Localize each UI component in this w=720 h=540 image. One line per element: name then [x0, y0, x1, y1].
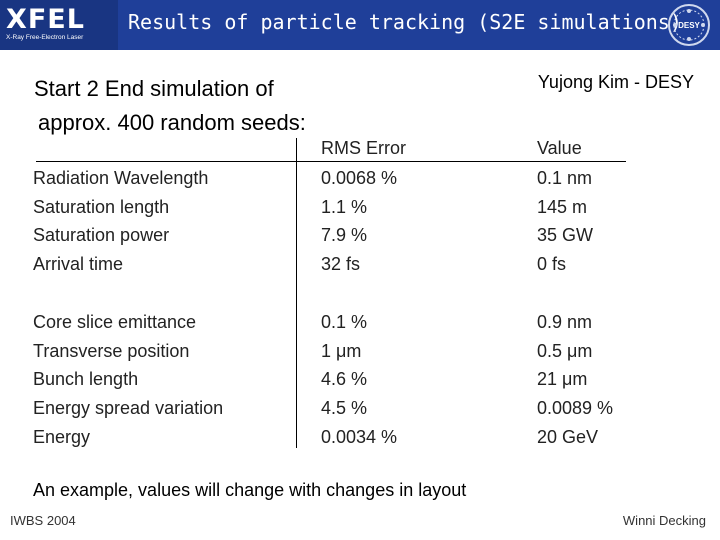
row-value: 145 m — [537, 197, 588, 217]
table-row: Radiation Wavelength 0.0068 % 0.1 nm — [33, 168, 633, 196]
header-bar: XFEL X-Ray Free-Electron Laser Results o… — [0, 0, 720, 50]
row-rms-error: 0.0068 % — [321, 168, 398, 188]
row-value: 35 GW — [537, 225, 594, 245]
table-header-divider — [36, 161, 626, 162]
row-parameter: Arrival time — [33, 254, 124, 274]
row-rms-error: 0.0034 % — [321, 427, 398, 447]
row-parameter: Energy spread variation — [33, 398, 224, 418]
row-parameter: Energy — [33, 427, 91, 447]
xfel-logo-subtitle: X-Ray Free-Electron Laser — [6, 34, 84, 41]
row-parameter: Bunch length — [33, 369, 139, 389]
row-parameter: Core slice emittance — [33, 312, 197, 332]
author-label: Yujong Kim - DESY — [537, 72, 694, 92]
xfel-logo: XFEL X-Ray Free-Electron Laser — [0, 0, 118, 50]
table-row: Transverse position 1 μm 0.5 μm — [33, 341, 633, 369]
slide-title: Results of particle tracking (S2E simula… — [128, 10, 682, 34]
row-rms-error: 7.9 % — [321, 225, 368, 245]
row-rms-error: 4.6 % — [321, 369, 368, 389]
value-header: Value — [537, 138, 582, 158]
intro-text: Start 2 End simulation of approx. 400 ra… — [34, 72, 306, 140]
intro-line-2: approx. 400 random seeds: — [38, 110, 306, 135]
table-row: Energy 0.0034 % 20 GeV — [33, 427, 633, 455]
desy-logo-text: DESY — [678, 21, 700, 30]
table-row: Saturation length 1.1 % 145 m — [33, 197, 633, 225]
desy-logo-icon: DESY — [668, 4, 710, 46]
rms-error-header: RMS Error — [321, 138, 406, 158]
table-row: Bunch length 4.6 % 21 μm — [33, 369, 633, 397]
table-row: Saturation power 7.9 % 35 GW — [33, 225, 633, 253]
table-column-divider — [296, 138, 297, 448]
row-value: 0 fs — [537, 254, 567, 274]
footer-event: IWBS 2004 — [10, 513, 76, 528]
row-rms-error: 0.1 % — [321, 312, 368, 332]
table-row: Arrival time 32 fs 0 fs — [33, 254, 633, 282]
row-rms-error: 32 fs — [321, 254, 361, 274]
row-value: 20 GeV — [537, 427, 599, 447]
row-value: 21 μm — [537, 369, 588, 389]
row-parameter: Transverse position — [33, 341, 190, 361]
footer-presenter: Winni Decking — [622, 513, 706, 528]
table-row: Energy spread variation 4.5 % 0.0089 % — [33, 398, 633, 426]
table-row: Core slice emittance 0.1 % 0.9 nm — [33, 312, 633, 340]
xfel-logo-text: XFEL — [6, 4, 85, 35]
row-rms-error: 1 μm — [321, 341, 362, 361]
row-value: 0.9 nm — [537, 312, 593, 332]
row-value: 0.5 μm — [537, 341, 593, 361]
row-parameter: Saturation power — [33, 225, 170, 245]
footnote: An example, values will change with chan… — [33, 480, 467, 500]
row-parameter: Saturation length — [33, 197, 170, 217]
row-rms-error: 1.1 % — [321, 197, 368, 217]
row-parameter: Radiation Wavelength — [33, 168, 209, 188]
row-value: 0.1 nm — [537, 168, 593, 188]
row-rms-error: 4.5 % — [321, 398, 368, 418]
intro-line-1: Start 2 End simulation of — [34, 76, 274, 101]
row-value: 0.0089 % — [537, 398, 614, 418]
